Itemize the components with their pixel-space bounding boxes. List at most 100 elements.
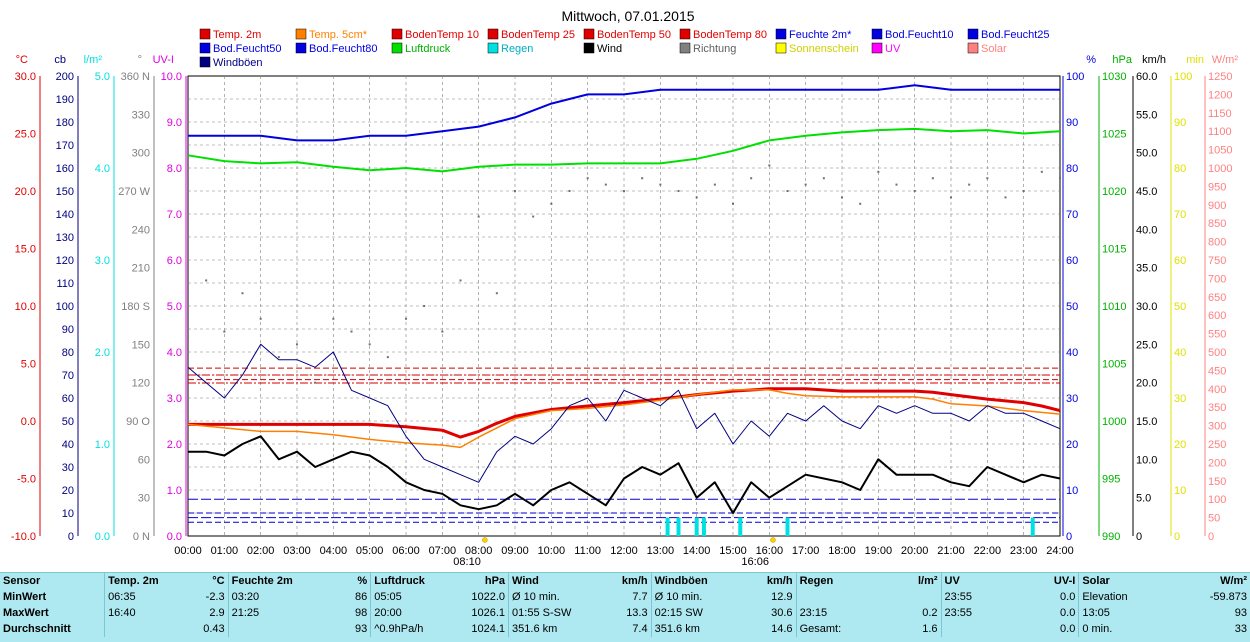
axis-unit: °C — [16, 54, 28, 66]
direction-point — [459, 279, 462, 282]
stats-cell: 93 — [1234, 607, 1247, 619]
direction-point — [1040, 170, 1043, 173]
tick-label: 3.0 — [167, 393, 182, 405]
legend-label: Bod.Feucht80 — [309, 43, 378, 55]
direction-point — [423, 305, 426, 307]
direction-point — [877, 170, 880, 173]
direction-point — [1059, 177, 1061, 180]
legend-label: Solar — [981, 43, 1007, 55]
tick-label: 100 — [56, 301, 74, 313]
direction-point — [641, 177, 644, 180]
tick-label: 995 — [1102, 474, 1120, 486]
x-tick-label: 13:00 — [647, 545, 675, 557]
tick-label: 60 — [1174, 255, 1186, 267]
stats-cell: -2.3 — [205, 591, 225, 603]
tick-label: 10 — [1066, 485, 1078, 497]
tick-label: 330 — [132, 109, 150, 121]
tick-label: 0 — [1136, 531, 1142, 543]
stats-cell: MaxWert — [3, 607, 49, 619]
legend-label: Bod.Feucht10 — [885, 29, 954, 41]
tick-label: 300 — [132, 148, 150, 160]
direction-point — [568, 190, 571, 192]
left-axes: 30.025.020.015.010.05.00.0-5.0-10.020019… — [11, 71, 187, 543]
tick-label: 1200 — [1208, 89, 1232, 101]
tick-label: 550 — [1208, 329, 1226, 341]
tick-label: 450 — [1208, 365, 1226, 377]
tick-label: 210 — [132, 263, 150, 275]
direction-point — [332, 317, 335, 320]
direction-point — [259, 317, 262, 320]
legend-swatch — [583, 42, 595, 54]
x-tick-label: 00:00 — [174, 545, 202, 557]
stats-cell: 1024.1 — [471, 623, 506, 635]
x-tick-label: 03:00 — [283, 545, 311, 557]
chart-title: Mittwoch, 07.01.2015 — [561, 8, 694, 24]
direction-point — [368, 343, 371, 346]
legend-label: BodenTemp 10 — [405, 29, 479, 41]
tick-label: 1.0 — [95, 439, 110, 451]
legend-label: BodenTemp 25 — [501, 29, 575, 41]
tick-label: 35.0 — [1136, 263, 1157, 275]
x-tick-label: 24:00 — [1046, 545, 1074, 557]
direction-point — [604, 183, 607, 186]
direction-point — [277, 356, 280, 359]
legend-label: Regen — [501, 43, 533, 55]
tick-label: 170 — [56, 140, 74, 152]
stats-cell — [940, 621, 1032, 637]
stats-cell: l/m² — [917, 575, 938, 587]
stats-cell: 351.6 km — [508, 621, 592, 637]
tick-label: 650 — [1208, 292, 1226, 304]
tick-label: 700 — [1208, 273, 1226, 285]
tick-label: 55.0 — [1136, 109, 1157, 121]
stats-cell: km/h — [766, 575, 793, 587]
series-line — [188, 387, 1061, 439]
legend-swatch — [871, 42, 883, 54]
legend-label: Wind — [597, 43, 622, 55]
x-tick-label: 22:00 — [974, 545, 1002, 557]
stats-cell: 30.6 — [771, 607, 793, 619]
tick-label: 7.0 — [167, 209, 182, 221]
stats-cell: -59.873 — [1209, 591, 1247, 603]
tick-label: 15.0 — [1136, 416, 1157, 428]
tick-label: 90 — [62, 324, 74, 336]
tick-label: 350 — [1208, 402, 1226, 414]
tick-label: 80 — [1174, 163, 1186, 175]
stats-cell: 1.6 — [922, 623, 938, 635]
direction-point — [314, 381, 317, 384]
tick-label: 50 — [62, 416, 74, 428]
x-tick-label: 10:00 — [538, 545, 566, 557]
direction-point — [841, 196, 843, 199]
direction-point — [441, 330, 444, 333]
tick-label: 200 — [56, 71, 74, 83]
direction-point — [695, 196, 698, 199]
tick-label: 120 — [56, 255, 74, 267]
rain-bars — [665, 517, 1035, 536]
stats-cell: 351.6 km — [650, 621, 742, 637]
legend-swatch — [199, 56, 211, 68]
legend-swatch — [199, 42, 211, 54]
tick-label: 20 — [1066, 439, 1078, 451]
legend-label: BodenTemp 50 — [597, 29, 671, 41]
tick-label: 360 N — [121, 71, 150, 83]
stats-cell: 12.9 — [771, 591, 793, 603]
tick-label: 1025 — [1102, 129, 1126, 141]
stats-cell: Wind — [508, 573, 592, 589]
x-tick-label: 06:00 — [392, 545, 420, 557]
tick-label: 0 — [68, 531, 74, 543]
stats-cell: 0 min. — [1078, 621, 1174, 637]
legend-swatch — [391, 42, 403, 54]
series-line — [188, 435, 1061, 514]
legend-swatch — [487, 28, 499, 40]
direction-point — [950, 196, 952, 199]
tick-label: 10.0 — [161, 71, 182, 83]
tick-label: 25.0 — [15, 129, 36, 141]
tick-label: 500 — [1208, 347, 1226, 359]
rain-bar — [694, 517, 699, 536]
tick-label: 1005 — [1102, 359, 1126, 371]
tick-label: 3.0 — [95, 255, 110, 267]
legend-swatch — [199, 28, 211, 40]
stats-cell: 23:55 — [940, 589, 1032, 605]
tick-label: 70 — [1066, 209, 1078, 221]
tick-label: 20 — [62, 485, 74, 497]
series-line — [187, 343, 1061, 483]
